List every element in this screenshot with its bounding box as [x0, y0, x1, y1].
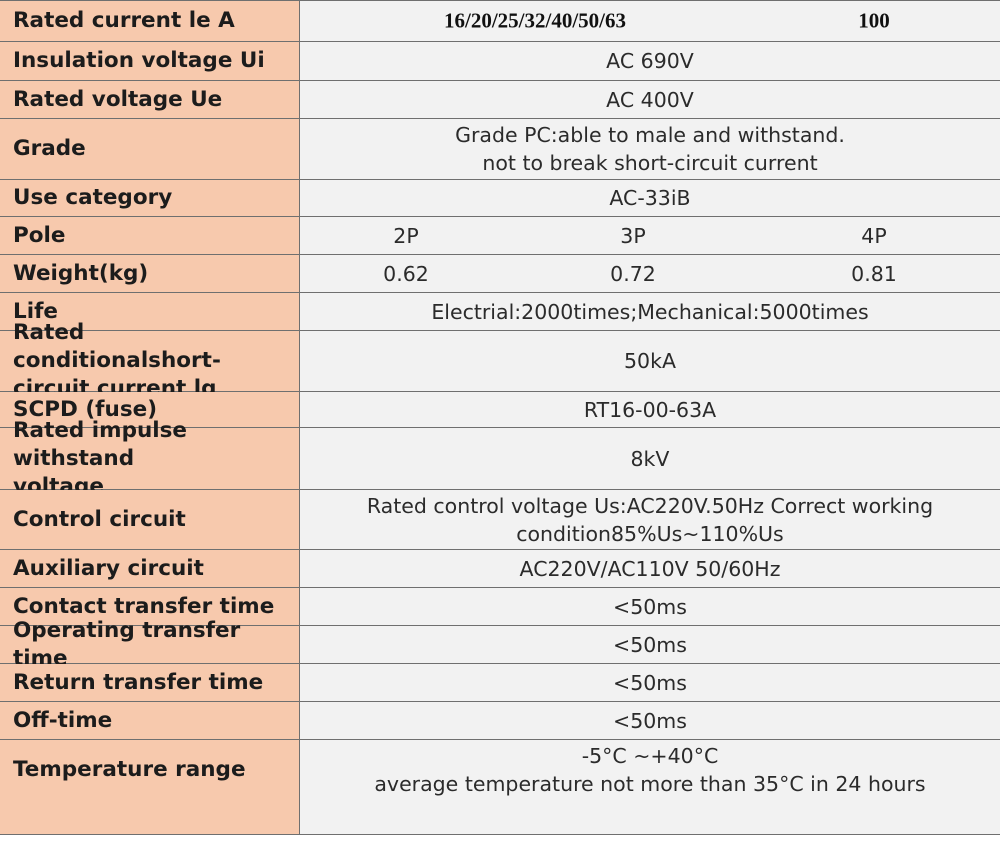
pole-2p: 2P	[393, 223, 419, 248]
rated-current-label: Rated current le A	[0, 1, 300, 41]
life-label: Life	[0, 293, 300, 330]
grade-label: Grade	[0, 119, 300, 179]
row-short-circuit: Rated conditionalshort- circuit current …	[0, 320, 1000, 401]
weight-values: 0.62 0.72 0.81	[300, 255, 1000, 292]
rated-voltage-label: Rated voltage Ue	[0, 81, 300, 118]
row-contact-transfer: Contact transfer time <50ms	[0, 588, 1000, 626]
temperature-line-1: -5°C ~+40°C	[581, 744, 719, 768]
return-transfer-value: <50ms	[300, 664, 1000, 701]
operating-transfer-label: Operating transfer time	[0, 618, 300, 671]
control-circuit-value: Rated control voltage Us:AC220V.50Hz Cor…	[300, 490, 1000, 549]
spec-table: Rated current le A 16/20/25/32/40/50/63 …	[0, 0, 1000, 801]
row-rated-current: Rated current le A 16/20/25/32/40/50/63 …	[0, 0, 1000, 42]
row-scpd: SCPD (fuse) RT16-00-63A	[0, 392, 1000, 428]
temperature-line-2: average temperature not more than 35°C i…	[374, 772, 926, 796]
grade-value: Grade PC:able to male and withstand. not…	[300, 119, 1000, 179]
row-pole: Pole 2P 3P 4P	[0, 217, 1000, 255]
impulse-label-line-1: Rated impulse withstand	[13, 417, 188, 471]
temperature-value: -5°C ~+40°C average temperature not more…	[300, 740, 1000, 800]
contact-transfer-label: Contact transfer time	[0, 588, 300, 625]
control-circuit-label: Control circuit	[0, 490, 300, 549]
row-use-category: Use category AC-33iB	[0, 180, 1000, 217]
temperature-label: Temperature range	[0, 740, 300, 800]
control-circuit-line-1: Rated control voltage Us:AC220V.50Hz Cor…	[366, 493, 934, 518]
weight-label: Weight(kg)	[0, 255, 300, 292]
grade-line-2: not to break short-circuit current	[482, 151, 818, 175]
row-weight: Weight(kg) 0.62 0.72 0.81	[0, 255, 1000, 293]
insulation-voltage-label: Insulation voltage Ui	[0, 42, 300, 80]
row-operating-transfer: Operating transfer time <50ms	[0, 618, 1000, 671]
auxiliary-circuit-label: Auxiliary circuit	[0, 550, 300, 587]
scpd-value: RT16-00-63A	[300, 392, 1000, 427]
short-circuit-label-line-1: Rated conditionalshort-	[13, 320, 221, 373]
row-auxiliary-circuit: Auxiliary circuit AC220V/AC110V 50/60Hz	[0, 550, 1000, 588]
use-category-label: Use category	[0, 180, 300, 216]
pole-4p: 4P	[861, 223, 887, 248]
weight-4p: 0.81	[851, 261, 897, 286]
rated-current-range-a: 16/20/25/32/40/50/63	[443, 8, 627, 33]
row-rated-voltage: Rated voltage Ue AC 400V	[0, 81, 1000, 119]
row-insulation-voltage: Insulation voltage Ui AC 690V	[0, 42, 1000, 81]
insulation-voltage-value: AC 690V	[300, 42, 1000, 80]
rated-current-range-b: 100	[858, 8, 890, 33]
scpd-label: SCPD (fuse)	[0, 392, 300, 427]
rated-voltage-value: AC 400V	[300, 81, 1000, 118]
empty-bottom-value-cell	[300, 798, 1000, 834]
pole-label: Pole	[0, 217, 300, 254]
return-transfer-label: Return transfer time	[0, 664, 300, 701]
off-time-value: <50ms	[300, 702, 1000, 739]
weight-2p: 0.62	[383, 261, 429, 286]
pole-3p: 3P	[620, 223, 646, 248]
row-grade: Grade Grade PC:able to male and withstan…	[0, 119, 1000, 180]
pole-values: 2P 3P 4P	[300, 217, 1000, 254]
rated-current-values: 16/20/25/32/40/50/63 100	[300, 1, 1000, 41]
row-life: Life Electrial:2000times;Mechanical:5000…	[0, 293, 1000, 331]
impulse-label: Rated impulse withstand voltage	[0, 418, 300, 499]
auxiliary-circuit-value: AC220V/AC110V 50/60Hz	[300, 550, 1000, 587]
row-impulse: Rated impulse withstand voltage 8kV	[0, 418, 1000, 499]
contact-transfer-value: <50ms	[300, 588, 1000, 625]
row-control-circuit: Control circuit Rated control voltage Us…	[0, 490, 1000, 550]
row-off-time: Off-time <50ms	[0, 702, 1000, 740]
use-category-value: AC-33iB	[300, 180, 1000, 216]
row-temperature: Temperature range -5°C ~+40°C average te…	[0, 740, 1000, 801]
life-value: Electrial:2000times;Mechanical:5000times	[300, 293, 1000, 330]
empty-bottom-label-cell	[0, 798, 300, 834]
short-circuit-value: 50kA	[300, 331, 1000, 391]
weight-3p: 0.72	[610, 261, 656, 286]
empty-bottom-row	[0, 798, 1000, 835]
short-circuit-label: Rated conditionalshort- circuit current …	[0, 320, 300, 401]
control-circuit-line-2: condition85%Us~110%Us	[516, 521, 784, 546]
off-time-label: Off-time	[0, 702, 300, 739]
impulse-value: 8kV	[300, 428, 1000, 489]
row-return-transfer: Return transfer time <50ms	[0, 664, 1000, 702]
grade-line-1: Grade PC:able to male and withstand.	[455, 123, 845, 147]
operating-transfer-value: <50ms	[300, 626, 1000, 663]
